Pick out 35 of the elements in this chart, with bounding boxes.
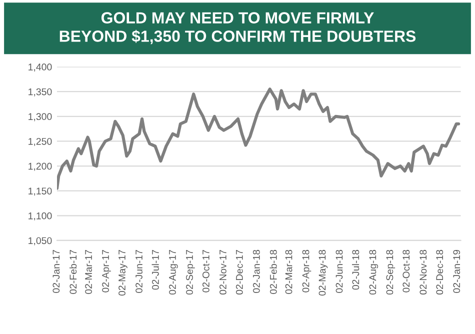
y-tick-label: 1,400 — [28, 64, 52, 72]
x-tick-label: 02-Feb-18 — [270, 250, 277, 294]
chart-title: GOLD MAY NEED TO MOVE FIRMLY BEYOND $1,350 TO CONFIRM THE DOUBTERS — [60, 12, 416, 44]
y-tick-label: 1,200 — [28, 162, 52, 171]
y-tick-label: 1,100 — [28, 212, 52, 220]
x-tick-label: 02-Nov-17 — [219, 250, 226, 295]
x-tick-label: 02-Jul-18 — [352, 250, 360, 290]
x-tick-label: 02-Oct-18 — [402, 250, 410, 292]
x-tick-label: 02-Nov-18 — [420, 250, 427, 295]
y-tick-label: 1,350 — [28, 88, 52, 96]
x-tick-label: 02-Jan-18 — [252, 250, 260, 293]
x-tick-label: 02-Dec-18 — [436, 250, 444, 295]
x-tick-label: 02-Jun-17 — [136, 250, 142, 293]
x-tick-label: 02-Feb-17 — [69, 250, 77, 294]
y-tick-label: 1,300 — [28, 113, 52, 122]
x-tick-label: 02-Jan-17 — [52, 250, 60, 293]
y-tick-label: 1,150 — [28, 188, 52, 196]
x-tick-label: 02-May-17 — [118, 250, 128, 296]
x-tick-label: 02-Dec-17 — [236, 250, 243, 295]
x-tick-label: 02-Sep-18 — [386, 250, 396, 295]
y-tick-label: 1,050 — [28, 237, 52, 246]
x-tick-label: 02-Apr-18 — [302, 250, 312, 292]
x-tick-label: 02-Mar-17 — [85, 250, 92, 294]
x-tick-label: 02-Aug-17 — [169, 250, 178, 295]
x-tick-label: 02-Apr-17 — [102, 250, 111, 292]
line-series — [57, 88, 460, 190]
x-tick-label: 02-Sep-17 — [186, 250, 195, 295]
x-tick-label: 02-Mar-18 — [285, 250, 292, 294]
x-tick-label: 02-Jan-19 — [453, 250, 460, 293]
x-tick-label: 02-Aug-18 — [369, 250, 378, 295]
x-tick-label: 02-Oct-17 — [202, 250, 210, 292]
x-tick-label: 02-May-18 — [318, 250, 328, 296]
y-tick-label: 1,250 — [28, 138, 52, 146]
x-tick-label: 02-Jul-17 — [152, 250, 159, 290]
x-tick-label: 02-Jun-18 — [336, 250, 343, 293]
